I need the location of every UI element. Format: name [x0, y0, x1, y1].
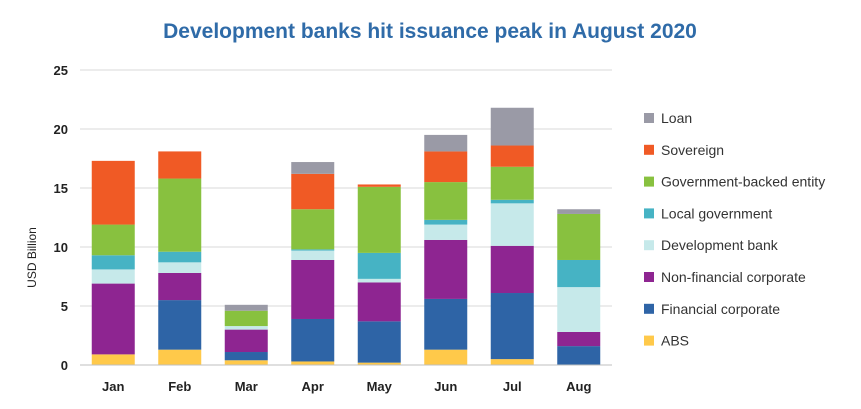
bar-segment-jan-abs — [91, 354, 135, 365]
x-tick-label: May — [367, 379, 393, 394]
bar-segment-jul-development-bank — [490, 203, 534, 246]
x-axis-labels: Jan Feb Mar Apr May Jun Jul Aug — [102, 379, 591, 394]
bar-segment-jun-abs — [424, 349, 468, 365]
legend-swatch — [644, 335, 654, 346]
bar-segment-feb-development-bank — [158, 262, 202, 273]
legend-swatch — [644, 208, 654, 219]
legend-swatch — [644, 272, 654, 282]
y-axis-label: USD Billion — [25, 227, 39, 288]
bar-segment-feb-government-backed-entity — [158, 178, 202, 252]
x-tick-label: Apr — [302, 379, 324, 394]
legend-label: Loan — [661, 110, 692, 126]
legend-label: Non-financial corporate — [661, 269, 806, 285]
x-tick-label: Mar — [235, 379, 258, 394]
bar-segment-may-non-financial-corporate — [357, 282, 401, 322]
legend-label: Government-backed entity — [661, 174, 825, 190]
bar-segment-feb-sovereign — [158, 151, 202, 179]
y-tick-label: 25 — [54, 63, 68, 78]
bar-segment-jul-sovereign — [490, 145, 534, 167]
bar-segment-feb-non-financial-corporate — [158, 272, 202, 301]
x-tick-label: Jul — [503, 379, 522, 394]
bar-segment-mar-non-financial-corporate — [224, 329, 268, 353]
bar-segment-jul-abs — [490, 359, 534, 365]
bar-segment-apr-loan — [291, 162, 335, 174]
bar-segment-may-sovereign — [357, 184, 401, 187]
bar-segment-aug-development-bank — [557, 287, 601, 332]
bar-segment-jan-local-government — [91, 255, 135, 270]
bar-segment-apr-abs — [291, 361, 335, 365]
bar-segment-mar-loan — [224, 304, 268, 311]
bar-segment-jun-sovereign — [424, 151, 468, 183]
x-tick-label: Aug — [566, 379, 591, 394]
bar-segment-jun-financial-corporate — [424, 298, 468, 350]
legend-swatch — [644, 303, 654, 314]
bar-segment-jul-non-financial-corporate — [490, 245, 534, 294]
bar-segment-jul-financial-corporate — [490, 293, 534, 360]
bar-segment-may-development-bank — [357, 278, 401, 283]
legend-label: Development bank — [661, 237, 779, 253]
legend-label: Local government — [661, 205, 772, 221]
bar-segment-feb-abs — [158, 349, 202, 365]
legend-swatch — [644, 113, 654, 123]
bar-segment-aug-loan — [557, 209, 601, 214]
x-tick-label: Feb — [168, 379, 191, 394]
y-tick-label: 10 — [54, 240, 68, 255]
bar-segment-feb-financial-corporate — [158, 300, 202, 350]
y-tick-label: 5 — [61, 299, 68, 314]
bar-segment-mar-government-backed-entity — [224, 310, 268, 327]
bar-segment-jul-loan — [490, 107, 534, 146]
bar-segment-jan-government-backed-entity — [91, 224, 135, 256]
bar-segment-apr-sovereign — [291, 173, 335, 210]
bar-segment-jun-non-financial-corporate — [424, 239, 468, 299]
bar-segment-mar-development-bank — [224, 326, 268, 330]
bar-segment-jun-loan — [424, 134, 468, 152]
legend-label: ABS — [661, 333, 689, 349]
legend-label: Sovereign — [661, 142, 724, 158]
bar-segment-mar-financial-corporate — [224, 352, 268, 361]
bar-segment-mar-abs — [224, 360, 268, 365]
bar-segment-jan-development-bank — [91, 269, 135, 284]
bar-segment-jul-local-government — [490, 199, 534, 204]
bar-segment-jan-sovereign — [91, 160, 135, 225]
bar-segment-apr-local-government — [291, 249, 335, 251]
chart-title: Development banks hit issuance peak in A… — [163, 20, 697, 43]
legend-label: Financial corporate — [661, 301, 780, 317]
y-tick-label: 20 — [54, 122, 68, 137]
bar-segment-may-financial-corporate — [357, 321, 401, 363]
bar-segment-aug-government-backed-entity — [557, 213, 601, 260]
x-tick-label: Jan — [102, 379, 124, 394]
bar-segment-may-abs — [357, 362, 401, 365]
bar-segment-jul-government-backed-entity — [490, 166, 534, 200]
y-tick-label: 15 — [54, 181, 68, 196]
bar-segment-apr-development-bank — [291, 250, 335, 260]
bar-segment-apr-government-backed-entity — [291, 209, 335, 250]
bar-segment-apr-financial-corporate — [291, 318, 335, 362]
bar-segment-feb-local-government — [158, 251, 202, 263]
x-tick-label: Jun — [434, 379, 457, 394]
bar-segment-jan-non-financial-corporate — [91, 283, 135, 355]
y-tick-label: 0 — [61, 358, 68, 373]
legend-swatch — [644, 240, 654, 251]
bar-segment-may-government-backed-entity — [357, 186, 401, 253]
y-axis-ticks: 0 5 10 15 20 25 — [54, 63, 68, 373]
legend-swatch — [644, 144, 654, 155]
legend-swatch — [644, 176, 654, 187]
legend: Loan Sovereign Government-backed entity Loc… — [644, 110, 825, 349]
bar-segment-aug-financial-corporate — [557, 346, 601, 365]
bar-segment-apr-non-financial-corporate — [291, 259, 335, 319]
bar-segment-aug-local-government — [557, 259, 601, 288]
bar-segment-aug-non-financial-corporate — [557, 331, 601, 347]
bar-segment-jun-local-government — [424, 219, 468, 225]
bars — [91, 107, 601, 365]
bar-segment-jun-government-backed-entity — [424, 182, 468, 220]
bar-segment-jun-development-bank — [424, 224, 468, 240]
bar-segment-may-local-government — [357, 252, 401, 279]
